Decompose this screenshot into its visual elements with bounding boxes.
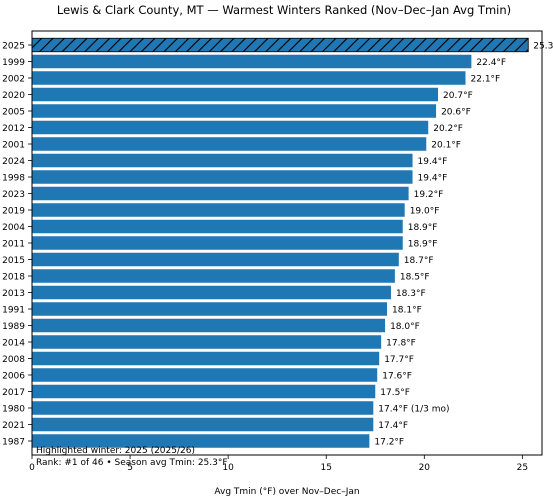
bar-value-label: 17.8°F — [386, 338, 416, 348]
y-tick-label: 1999 — [2, 58, 25, 68]
bar-value-label: 18.0°F — [390, 322, 420, 332]
x-axis-label: Avg Tmin (°F) over Nov–Dec–Jan — [214, 487, 359, 497]
bar-value-label: 19.0°F — [410, 206, 440, 216]
y-tick-label: 2024 — [2, 157, 25, 167]
y-tick-label: 2002 — [2, 74, 25, 84]
bar-2002 — [32, 71, 466, 85]
bar-1980 — [32, 401, 374, 415]
bar-value-label: 20.6°F — [441, 107, 471, 117]
bar-value-label: 18.1°F — [392, 305, 422, 315]
bar-1998 — [32, 170, 413, 184]
bar-2015 — [32, 252, 399, 267]
y-tick-label: 1998 — [2, 173, 25, 183]
annotation-line-1: Highlighted winter: 2025 (2025/26) — [36, 446, 195, 456]
bar-value-label: 18.5°F — [400, 272, 430, 282]
bar-1987 — [32, 434, 370, 448]
annotation-line-2: Rank: #1 of 46 • Season avg Tmin: 25.3°F — [36, 458, 228, 468]
x-axis: 2025199920022020200520122001202419982023… — [2, 41, 528, 473]
x-tick-label: 0 — [29, 463, 35, 473]
y-tick-label: 2020 — [2, 91, 25, 101]
bar-2021 — [32, 417, 374, 432]
y-tick-label: 2008 — [2, 355, 25, 365]
bar-2014 — [32, 335, 382, 349]
y-tick-label: 2025 — [2, 41, 25, 51]
y-tick-label: 2006 — [2, 371, 25, 381]
y-tick-label: 1989 — [2, 322, 25, 332]
bar-2008 — [32, 351, 380, 366]
bar-value-label: 20.1°F — [431, 140, 461, 150]
bar-2019 — [32, 203, 405, 217]
y-tick-label: 2011 — [2, 239, 25, 249]
bar-value-label: 18.7°F — [404, 256, 434, 266]
x-tick-label: 20 — [419, 463, 431, 473]
bar-value-label: 19.2°F — [414, 190, 444, 200]
bar-value-label: 25.3°F — [533, 41, 553, 51]
bar-2018 — [32, 269, 395, 283]
y-tick-label: 2015 — [2, 256, 25, 266]
y-tick-label: 2021 — [2, 421, 25, 431]
bar-2023 — [32, 186, 409, 201]
bar-value-label: 18.9°F — [408, 223, 438, 233]
bar-2020 — [32, 87, 439, 102]
bar-1991 — [32, 302, 388, 316]
y-tick-label: 2014 — [2, 338, 25, 348]
bar-2013 — [32, 285, 391, 300]
bar-value-label: 17.4°F (1/3 mo) — [378, 404, 449, 414]
x-tick-label: 25 — [517, 463, 528, 473]
y-tick-label: 2023 — [2, 190, 25, 200]
y-tick-label: 1991 — [2, 305, 25, 315]
bar-value-label: 20.7°F — [443, 91, 473, 101]
bar-value-label: 20.2°F — [433, 124, 463, 134]
bar-2011 — [32, 236, 403, 250]
bar-value-label: 18.3°F — [396, 289, 426, 299]
bar-value-label: 17.4°F — [378, 421, 408, 431]
y-tick-label: 2004 — [2, 223, 25, 233]
bars-layer: 25.3°F 22.4°F 22.1°F 20.7°F 20.6°F 20.2°F 20.1… — [31, 37, 553, 448]
bar-value-label: 19.4°F — [418, 157, 448, 167]
bar-value-label: 19.4°F — [418, 173, 448, 183]
x-tick-label: 15 — [321, 463, 332, 473]
bar-2017 — [32, 384, 376, 399]
y-tick-label: 2013 — [2, 289, 25, 299]
y-tick-label: 2012 — [2, 124, 25, 134]
bar-value-label: 17.7°F — [384, 355, 414, 365]
bar-2004 — [32, 219, 403, 234]
x-tick-label: 5 — [127, 463, 133, 473]
bar-value-label: 22.4°F — [476, 58, 506, 68]
y-tick-label: 1987 — [2, 437, 25, 447]
bar-2005 — [32, 104, 437, 118]
bar-1999 — [32, 54, 472, 69]
bar-2001 — [32, 137, 427, 151]
bar-2025 — [31, 37, 529, 53]
y-tick-label: 2001 — [2, 140, 25, 150]
bar-value-label: 18.9°F — [408, 239, 438, 249]
y-tick-label: 2005 — [2, 107, 25, 117]
bar-2006 — [32, 368, 378, 382]
y-tick-label: 2018 — [2, 272, 25, 282]
x-tick-label: 10 — [222, 463, 234, 473]
bar-value-label: 17.5°F — [380, 388, 410, 398]
bar-2012 — [32, 120, 429, 135]
y-tick-label: 2019 — [2, 206, 25, 216]
y-tick-label: 1980 — [2, 404, 25, 414]
y-tick-label: 2017 — [2, 388, 25, 398]
bar-value-label: 17.2°F — [374, 437, 404, 447]
bar-2024 — [32, 153, 413, 168]
bar-1989 — [32, 318, 386, 333]
bar-value-label: 22.1°F — [471, 74, 501, 84]
bar-value-label: 17.6°F — [382, 371, 412, 381]
chart-title: Lewis & Clark County, MT — Warmest Winte… — [57, 3, 511, 17]
